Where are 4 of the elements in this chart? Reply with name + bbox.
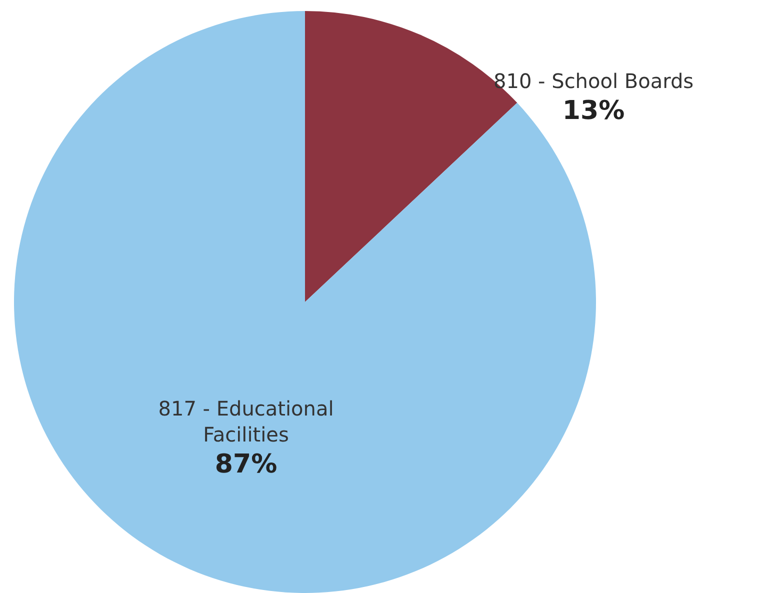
data-label: 13% [562, 96, 625, 126]
data-label: 87% [214, 449, 278, 480]
slice-label: 817 - Educational Facilities [158, 396, 334, 446]
slice-label: 810 - School Boards [494, 69, 694, 93]
